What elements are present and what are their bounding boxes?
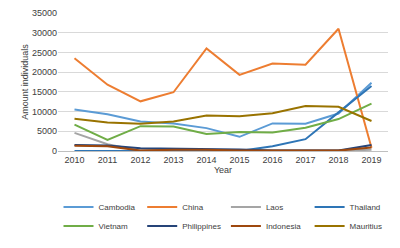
svg-text:Laos: Laos [266, 203, 283, 212]
svg-text:15000: 15000 [32, 87, 57, 97]
svg-text:2012: 2012 [130, 155, 150, 165]
svg-text:China: China [182, 203, 203, 212]
svg-text:25000: 25000 [32, 48, 57, 58]
svg-text:35000: 35000 [32, 8, 57, 18]
svg-text:0: 0 [52, 146, 57, 156]
svg-text:2013: 2013 [163, 155, 183, 165]
svg-text:10000: 10000 [32, 107, 57, 117]
svg-text:Philippines: Philippines [182, 222, 221, 231]
svg-text:Thailand: Thailand [350, 203, 381, 212]
svg-text:2016: 2016 [262, 155, 282, 165]
svg-text:Mauritius: Mauritius [350, 222, 382, 231]
svg-text:Amount individuals: Amount individuals [20, 44, 30, 120]
svg-text:5000: 5000 [37, 126, 57, 136]
svg-text:Vietnam: Vietnam [99, 222, 129, 231]
svg-text:2010: 2010 [64, 155, 84, 165]
svg-text:2017: 2017 [295, 155, 315, 165]
svg-text:20000: 20000 [32, 67, 57, 77]
svg-text:Year: Year [214, 165, 232, 175]
svg-text:Cambodia: Cambodia [99, 203, 136, 212]
svg-text:2014: 2014 [196, 155, 216, 165]
svg-text:2019: 2019 [361, 155, 381, 165]
svg-text:Indonesia: Indonesia [266, 222, 301, 231]
svg-text:30000: 30000 [32, 28, 57, 38]
svg-text:2018: 2018 [328, 155, 348, 165]
svg-text:2015: 2015 [229, 155, 249, 165]
svg-text:2011: 2011 [98, 155, 117, 165]
